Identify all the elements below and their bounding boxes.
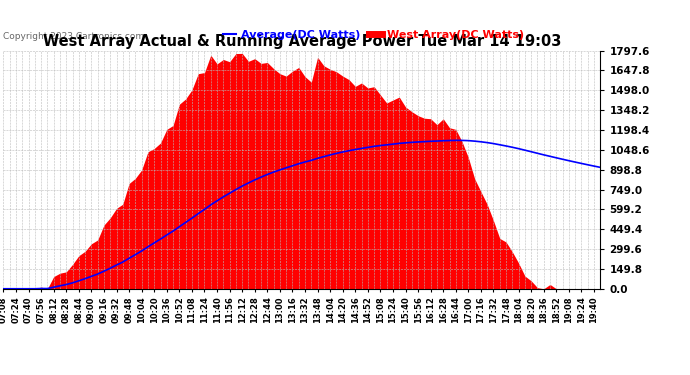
Title: West Array Actual & Running Average Power Tue Mar 14 19:03: West Array Actual & Running Average Powe… [43,34,561,50]
Text: Copyright 2023 Cartronics.com: Copyright 2023 Cartronics.com [3,32,145,41]
Legend: Average(DC Watts), West Array(DC Watts): Average(DC Watts), West Array(DC Watts) [219,25,529,44]
